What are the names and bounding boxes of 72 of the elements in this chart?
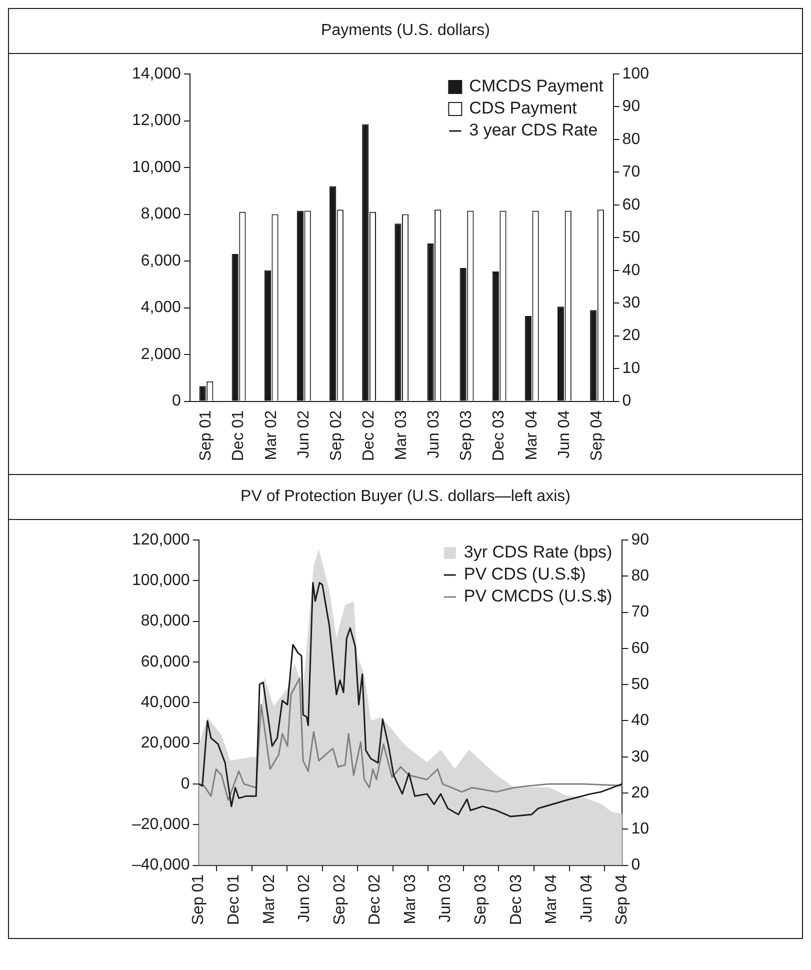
x-tick-label: Sep 04	[614, 874, 631, 926]
x-tick-label: Mar 04	[523, 410, 540, 460]
y-tick-label: –20,000	[132, 816, 190, 834]
x-tick-label: Jun 03	[426, 410, 443, 458]
y-tick-label: 0	[180, 775, 190, 792]
y-tick-label: –40,000	[132, 856, 190, 874]
y2-tick-label: 20	[631, 784, 650, 802]
y-tick-label: 20,000	[140, 734, 190, 752]
y2-tick-label: 80	[622, 130, 640, 148]
y2-tick-label: 40	[631, 712, 650, 730]
y-tick-label: 0	[172, 392, 182, 410]
chart-title: PV of Protection Buyer (U.S. dollars—left axis)	[9, 474, 802, 520]
x-tick-label: Sep 01	[198, 410, 215, 462]
y2-tick-label: 90	[622, 98, 640, 116]
y-tick-label: 100,000	[132, 572, 190, 590]
x-tick-label: Jun 04	[578, 874, 596, 922]
x-tick-label: Sep 01	[190, 874, 208, 926]
x-tick-label: Sep 03	[458, 410, 476, 462]
x-tick-label: Sep 02	[328, 410, 345, 462]
y-tick-label: 8,000	[140, 206, 182, 223]
x-tick-label: Mar 04	[543, 874, 560, 924]
x-tick-label: Dec 02	[366, 874, 384, 925]
y2-tick-label: 40	[622, 262, 640, 279]
y2-tick-label: 30	[631, 748, 650, 766]
y-tick-label: 60,000	[140, 653, 190, 670]
y2-tick-label: 100	[622, 65, 650, 82]
x-tick-label: Dec 01	[230, 410, 248, 461]
x-tick-label: Jun 04	[556, 410, 573, 458]
x-tick-label: Dec 03	[508, 874, 525, 925]
x-tick-label: Mar 02	[262, 410, 280, 460]
y-tick-label: 6,000	[140, 252, 182, 270]
legend-label: CMCDS Payment	[469, 76, 604, 96]
legend-label: 3yr CDS Rate (bps)	[464, 542, 612, 562]
y2-tick-label: 0	[622, 392, 632, 410]
y2-tick-label: 50	[631, 676, 650, 693]
y2-tick-label: 60	[622, 196, 640, 214]
y2-tick-label: 20	[622, 327, 640, 344]
y2-tick-label: 10	[622, 360, 640, 377]
x-tick-label: Jun 03	[437, 874, 454, 922]
chart-title: Payments (U.S. dollars)	[9, 9, 802, 54]
x-tick-label: Jun 02	[295, 410, 312, 458]
x-tick-label: Dec 01	[226, 874, 243, 925]
y2-tick-label: 90	[631, 531, 650, 548]
x-tick-label: Mar 03	[402, 874, 419, 924]
legend-label: CDS Payment	[469, 98, 578, 118]
y-tick-label: 4,000	[140, 299, 182, 316]
x-tick-label: Jun 02	[296, 874, 314, 922]
y-tick-label: 120,000	[132, 531, 190, 548]
y-tick-label: 10,000	[132, 158, 182, 176]
y-tick-label: 40,000	[140, 694, 190, 712]
x-tick-label: Sep 03	[472, 874, 490, 926]
x-tick-label: Dec 02	[360, 410, 378, 461]
x-tick-label: Mar 03	[393, 410, 410, 460]
y2-tick-label: 70	[622, 164, 640, 181]
y2-tick-label: 10	[631, 820, 650, 838]
y-tick-label: 14,000	[132, 65, 182, 82]
x-tick-label: Mar 02	[260, 874, 278, 924]
legend-label: 3 year CDS Rate	[469, 120, 598, 140]
y-tick-label: 12,000	[132, 112, 182, 130]
y2-tick-label: 0	[631, 856, 640, 874]
y-tick-label: 80,000	[140, 612, 190, 630]
legend-label: PV CDS (U.S.$)	[464, 564, 586, 584]
y-tick-label: 2,000	[140, 346, 182, 363]
legend-label: PV CMCDS (U.S.$)	[464, 586, 612, 606]
y2-tick-label: 70	[631, 604, 650, 621]
x-tick-label: Sep 04	[588, 410, 606, 462]
x-tick-label: Dec 03	[490, 410, 508, 461]
y2-tick-label: 30	[622, 294, 640, 312]
y2-tick-label: 60	[631, 640, 650, 657]
y2-tick-label: 80	[631, 568, 650, 585]
x-tick-label: Sep 02	[331, 874, 348, 926]
y2-tick-label: 50	[622, 229, 640, 246]
